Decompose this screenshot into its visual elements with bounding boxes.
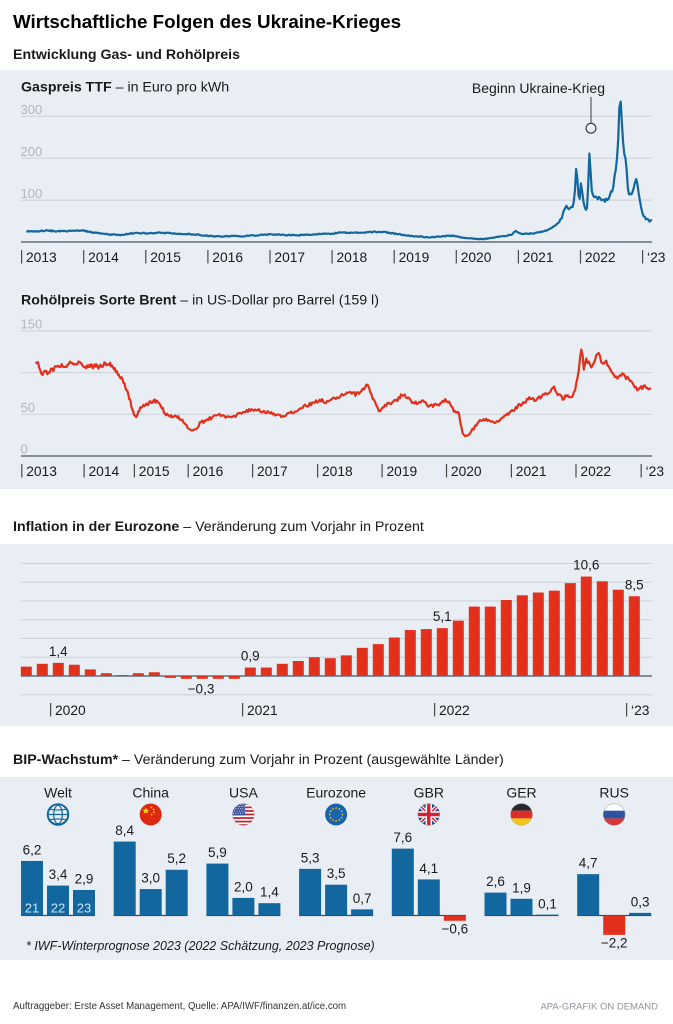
svg-text:2022: 2022 (580, 464, 611, 479)
svg-text:Welt: Welt (44, 785, 72, 801)
svg-text:2022: 2022 (585, 250, 616, 265)
svg-text:2016: 2016 (193, 464, 224, 479)
svg-text:2018: 2018 (337, 250, 368, 265)
svg-text:5,3: 5,3 (301, 850, 320, 865)
svg-text:2013: 2013 (26, 464, 57, 479)
svg-text:2021: 2021 (523, 250, 554, 265)
svg-text:Gaspreis TTF – in Euro pro kWh: Gaspreis TTF – in Euro pro kWh (21, 79, 229, 95)
svg-text:1,4: 1,4 (260, 885, 279, 900)
svg-text:3,0: 3,0 (141, 871, 160, 886)
svg-text:2019: 2019 (387, 464, 418, 479)
svg-text:GBR: GBR (414, 785, 444, 801)
svg-text:−2,2: −2,2 (601, 936, 628, 951)
svg-text:2017: 2017 (274, 250, 305, 265)
svg-text:2022: 2022 (439, 703, 470, 718)
svg-text:8,4: 8,4 (115, 823, 134, 838)
svg-text:1,4: 1,4 (49, 644, 68, 659)
svg-text:5,1: 5,1 (433, 609, 452, 624)
svg-text:RUS: RUS (599, 785, 629, 801)
svg-text:7,6: 7,6 (393, 830, 412, 845)
svg-text:6,2: 6,2 (23, 842, 42, 857)
svg-text:2,6: 2,6 (486, 874, 505, 889)
svg-text:2018: 2018 (322, 464, 353, 479)
svg-text:2019: 2019 (399, 250, 430, 265)
svg-text:1,9: 1,9 (512, 880, 531, 895)
svg-text:23: 23 (77, 901, 91, 916)
svg-text:8,5: 8,5 (625, 577, 644, 592)
svg-text:2015: 2015 (139, 464, 170, 479)
svg-text:10,6: 10,6 (573, 558, 599, 573)
svg-text:USA: USA (229, 785, 258, 801)
svg-text:2,0: 2,0 (234, 879, 253, 894)
svg-text:4,7: 4,7 (579, 856, 598, 871)
svg-text:APA-GRAFIK ON DEMAND: APA-GRAFIK ON DEMAND (540, 1002, 658, 1013)
svg-text:22: 22 (51, 901, 65, 916)
svg-text:2,9: 2,9 (75, 872, 94, 887)
svg-text:−0,3: −0,3 (188, 682, 215, 697)
svg-text:300: 300 (21, 102, 43, 117)
svg-text:* IWF-Winterprognose 2023 (202: * IWF-Winterprognose 2023 (2022 Schätzun… (26, 939, 375, 953)
svg-text:4,1: 4,1 (419, 861, 438, 876)
svg-text:2016: 2016 (212, 250, 243, 265)
svg-text:‘23: ‘23 (646, 464, 665, 479)
svg-text:100: 100 (21, 186, 43, 201)
svg-text:5,9: 5,9 (208, 845, 227, 860)
svg-text:2020: 2020 (55, 703, 86, 718)
svg-text:2014: 2014 (89, 464, 120, 479)
svg-text:2021: 2021 (247, 703, 278, 718)
svg-text:2013: 2013 (26, 250, 57, 265)
svg-text:150: 150 (21, 317, 43, 332)
svg-text:‘23: ‘23 (647, 250, 666, 265)
svg-text:3,4: 3,4 (49, 867, 68, 882)
svg-text:0,7: 0,7 (353, 891, 372, 906)
svg-text:0,3: 0,3 (631, 894, 650, 909)
svg-text:−0,6: −0,6 (441, 922, 468, 937)
svg-text:0,9: 0,9 (241, 649, 260, 664)
svg-text:Rohölpreis Sorte Brent – in US: Rohölpreis Sorte Brent – in US-Dollar pr… (21, 292, 379, 308)
svg-text:5,2: 5,2 (167, 851, 186, 866)
svg-text:2021: 2021 (516, 464, 547, 479)
svg-text:2020: 2020 (461, 250, 492, 265)
svg-text:‘23: ‘23 (631, 703, 650, 718)
svg-text:Beginn Ukraine-Krieg: Beginn Ukraine-Krieg (472, 80, 605, 96)
svg-text:2017: 2017 (257, 464, 288, 479)
svg-text:GER: GER (506, 785, 536, 801)
svg-text:2014: 2014 (88, 250, 119, 265)
svg-text:2020: 2020 (451, 464, 482, 479)
svg-text:50: 50 (21, 400, 35, 415)
svg-text:0,1: 0,1 (538, 897, 557, 912)
svg-text:Auftraggeber: Erste Asset Mana: Auftraggeber: Erste Asset Management, Qu… (13, 1001, 346, 1012)
svg-text:China: China (132, 785, 169, 801)
svg-text:0: 0 (21, 441, 28, 456)
svg-text:200: 200 (21, 144, 43, 159)
svg-text:Eurozone: Eurozone (306, 785, 366, 801)
svg-text:3,5: 3,5 (327, 866, 346, 881)
svg-text:2015: 2015 (150, 250, 181, 265)
svg-text:21: 21 (25, 901, 39, 916)
